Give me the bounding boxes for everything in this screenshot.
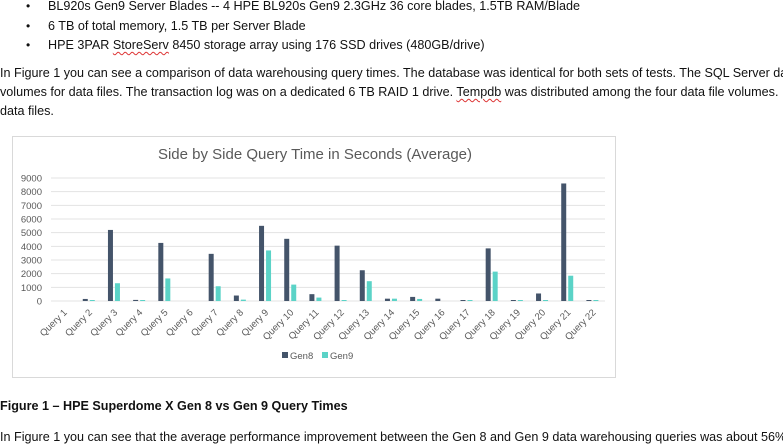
bar-gen8	[561, 183, 567, 301]
bar-gen9	[492, 271, 498, 301]
bar-gen9	[291, 284, 297, 301]
bar-gen9	[543, 300, 549, 301]
bar-gen8	[485, 248, 491, 301]
bar-gen9	[140, 300, 146, 301]
bar-gen9	[517, 300, 523, 301]
figure-caption: Figure 1 – HPE Superdome X Gen 8 vs Gen …	[0, 399, 348, 413]
bar-gen8	[208, 253, 214, 301]
bar-gen8	[233, 295, 239, 301]
hardware-bullet-list: • BL920s Gen9 Server Blades -- 4 HPE BL92…	[0, 0, 580, 56]
bar-gen8	[510, 300, 516, 301]
bullet-icon: •	[26, 18, 31, 33]
bullet-item: • 6 TB of total memory, 1.5 TB per Server…	[0, 17, 580, 37]
y-tick-label: 8000	[21, 187, 42, 198]
bar-gen8	[107, 229, 113, 301]
legend-swatch-gen9	[322, 352, 328, 358]
bar-gen9	[240, 299, 246, 301]
bullet-item: • HPE 3PAR StoreServ 8450 storage array u…	[0, 36, 580, 56]
bar-gen8	[384, 298, 390, 301]
legend-label: Gen9	[330, 351, 353, 362]
bullet-icon: •	[26, 0, 31, 13]
chart-title: Side by Side Query Time in Seconds (Aver…	[157, 146, 473, 163]
bar-gen8	[334, 245, 340, 301]
bar-gen8	[460, 300, 466, 301]
bar-gen8	[259, 225, 265, 301]
spellcheck-flagged-word[interactable]: StoreServ	[112, 38, 169, 52]
y-tick-label: 5000	[21, 228, 42, 239]
bar-gen9	[266, 250, 272, 301]
bar-gen8	[586, 300, 592, 301]
y-tick-label: 3000	[21, 256, 42, 267]
y-tick-label: 9000	[21, 174, 42, 185]
bar-gen8	[284, 238, 290, 301]
bar-gen8	[410, 296, 416, 301]
bar-chart: 0100020003000400050006000700080009000Que…	[21, 174, 605, 362]
chart-figure[interactable]: Side by Side Query Time in Seconds (Aver…	[12, 136, 616, 378]
bar-gen9	[593, 300, 599, 301]
bar-gen9	[89, 300, 95, 301]
bar-gen9	[316, 297, 322, 301]
bar-gen8	[359, 270, 365, 301]
bullet-icon: •	[26, 38, 31, 52]
bar-gen9	[568, 275, 574, 301]
bar-gen8	[435, 298, 441, 301]
bar-gen9	[215, 286, 221, 301]
paragraph-intro: In Figure 1 you can see a comparison of …	[0, 66, 783, 118]
y-tick-label: 0	[37, 297, 42, 308]
bar-gen8	[536, 293, 542, 301]
bar-gen9	[165, 278, 171, 301]
spellcheck-flagged-word[interactable]: Tempdb	[456, 85, 502, 99]
bar-gen8	[309, 294, 315, 301]
y-tick-label: 2000	[21, 269, 42, 280]
bar-gen9	[467, 300, 473, 301]
bar-gen9	[391, 298, 397, 301]
legend-swatch-gen8	[282, 352, 288, 358]
bar-gen8	[158, 242, 164, 301]
bar-gen9	[366, 281, 372, 301]
bar-gen9	[341, 300, 347, 301]
bar-gen9	[417, 298, 423, 301]
y-tick-label: 4000	[21, 242, 42, 253]
bar-gen9	[114, 283, 120, 301]
bullet-item: • BL920s Gen9 Server Blades -- 4 HPE BL92…	[0, 0, 580, 17]
legend-label: Gen8	[290, 351, 313, 362]
y-tick-label: 6000	[21, 215, 42, 226]
bar-gen8	[133, 299, 139, 301]
bar-gen8	[82, 298, 88, 301]
y-tick-label: 7000	[21, 201, 42, 212]
y-tick-label: 1000	[21, 283, 42, 294]
paragraph-analysis: In Figure 1 you can see that the average…	[0, 430, 783, 444]
